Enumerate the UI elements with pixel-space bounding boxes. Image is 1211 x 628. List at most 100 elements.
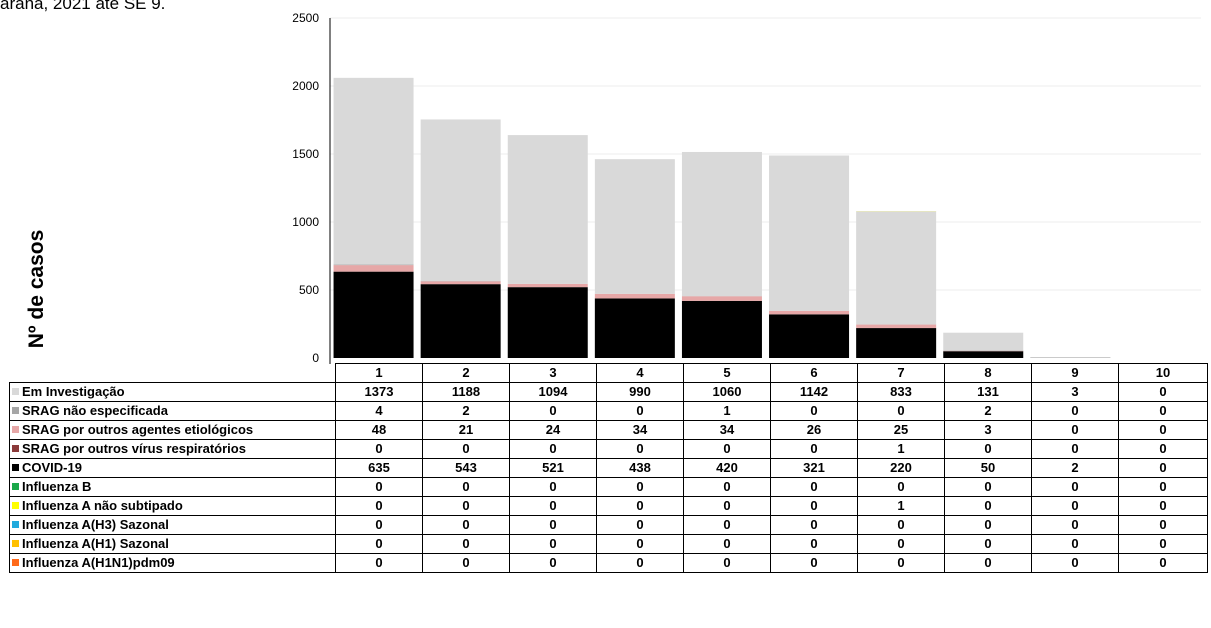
data-label: 0: [509, 496, 597, 516]
data-label: 0: [857, 477, 945, 497]
data-label: 0: [1118, 477, 1208, 497]
data-label: 543: [422, 458, 510, 478]
bar-segment-em-investiga-o-week-6: [769, 155, 850, 311]
data-label: 0: [422, 534, 510, 554]
legend-swatch: [12, 559, 19, 566]
table-row: SRAG por outros vírus respiratórios 0 0 0 0 0…: [9, 439, 1208, 459]
x-category-label-4: 4: [596, 363, 684, 383]
legend-label: COVID-19: [22, 460, 82, 475]
data-label: 48: [335, 420, 423, 440]
legend-entry: COVID-19: [9, 458, 336, 478]
x-category-label-6: 6: [770, 363, 858, 383]
data-label: 0: [944, 553, 1032, 573]
bar-segment-em-investiga-o-week-7: [856, 211, 937, 325]
bar-segment-em-investiga-o-week-5: [681, 151, 762, 297]
data-label: 0: [335, 496, 423, 516]
data-label: 0: [857, 534, 945, 554]
data-label: 0: [683, 515, 771, 535]
stacked-bar-chart: 0 500 1000 1500 2000 2500: [292, 11, 1201, 365]
data-label: 34: [596, 420, 684, 440]
legend-swatch: [12, 483, 19, 490]
data-label: 0: [422, 496, 510, 516]
table-row: Em Investigação 1373 1188 1094 990 1060 1142 83…: [9, 382, 1208, 402]
data-label: 26: [770, 420, 858, 440]
legend-label: SRAG não especificada: [22, 403, 168, 418]
bar-segment-srag-por-outros-agentes-etiol-gicos-week-1: [333, 265, 414, 272]
data-label: 0: [944, 496, 1032, 516]
data-label: 131: [944, 382, 1032, 402]
data-label: 0: [683, 553, 771, 573]
y-tick-label-1000: 1000: [292, 215, 319, 229]
data-label: 0: [1118, 382, 1208, 402]
y-tick-label-2000: 2000: [292, 79, 319, 93]
data-label: 0: [509, 439, 597, 459]
data-label: 0: [596, 515, 684, 535]
y-tick-label-500: 500: [299, 283, 319, 297]
data-label: 0: [683, 439, 771, 459]
data-label: 0: [770, 496, 858, 516]
table-corner: [9, 363, 336, 383]
data-label: 0: [422, 439, 510, 459]
data-label: 0: [335, 477, 423, 497]
table-row: COVID-19 635 543 521 438 420 321 220 50 2 0: [9, 458, 1208, 478]
table-row: SRAG por outros agentes etiológicos 48 21 2…: [9, 420, 1208, 440]
bar-segment-em-investiga-o-week-8: [943, 332, 1024, 351]
legend-swatch: [12, 407, 19, 414]
bar-segment-covid-19-week-8: [943, 351, 1024, 358]
data-label: 50: [944, 458, 1032, 478]
data-label: 2: [422, 401, 510, 421]
data-label: 438: [596, 458, 684, 478]
data-label: 0: [770, 515, 858, 535]
data-label: 0: [596, 496, 684, 516]
legend-entry: SRAG por outros vírus respiratórios: [9, 439, 336, 459]
legend-swatch: [12, 388, 19, 395]
bar-segment-srag-por-outros-agentes-etiol-gicos-week-6: [769, 310, 850, 315]
bar-segment-covid-19-week-3: [507, 287, 588, 358]
legend-label: Influenza A(H1) Sazonal: [22, 536, 169, 551]
bar-segment-srag-n-o-especificada-week-1: [333, 264, 414, 266]
data-label: 0: [1118, 496, 1208, 516]
data-label: 0: [422, 553, 510, 573]
bar-segment-covid-19-week-5: [681, 300, 762, 358]
data-label: 24: [509, 420, 597, 440]
bar-segment-srag-por-outros-agentes-etiol-gicos-week-2: [420, 281, 501, 285]
data-label: 0: [1118, 401, 1208, 421]
bar-segment-srag-por-outros-agentes-etiol-gicos-week-3: [507, 283, 588, 288]
x-category-label-2: 2: [422, 363, 510, 383]
bar-segment-covid-19-week-6: [769, 314, 850, 358]
bar-segment-covid-19-week-4: [594, 298, 675, 358]
data-label: 1188: [422, 382, 510, 402]
y-tick-label-0: 0: [312, 351, 319, 365]
table-row: Influenza A(H3) Sazonal 0 0 0 0 0 0 0 0 0 0: [9, 515, 1208, 535]
data-label: 0: [683, 477, 771, 497]
data-label: 0: [1118, 439, 1208, 459]
data-label: 0: [509, 477, 597, 497]
bar-segment-covid-19-week-1: [333, 271, 414, 358]
bar-segment-em-investiga-o-week-4: [594, 159, 675, 294]
data-table: 1 2 3 4 5 6 7 8 9 10 Em Investigação 1373 1188 1094 99…: [9, 363, 1208, 573]
legend-label: SRAG por outros vírus respiratórios: [22, 441, 246, 456]
data-label: 21: [422, 420, 510, 440]
table-row: Influenza A não subtipado 0 0 0 0 0 0 1 0 0 0: [9, 496, 1208, 516]
table-row: SRAG não especificada 4 2 0 0 1 0 0 2 0 0: [9, 401, 1208, 421]
bar-segment-em-investiga-o-week-3: [507, 135, 588, 284]
data-label: 0: [509, 534, 597, 554]
data-label: 1142: [770, 382, 858, 402]
data-label: 3: [1031, 382, 1119, 402]
data-label: 0: [857, 515, 945, 535]
legend-swatch: [12, 445, 19, 452]
data-label: 220: [857, 458, 945, 478]
data-label: 0: [770, 534, 858, 554]
bar-segment-srag-por-outros-agentes-etiol-gicos-week-7: [856, 324, 937, 328]
data-label: 635: [335, 458, 423, 478]
legend-label: Influenza A(H3) Sazonal: [22, 517, 169, 532]
bar-segment-em-investiga-o-week-2: [420, 119, 501, 282]
legend-entry: Influenza A não subtipado: [9, 496, 336, 516]
data-label: 0: [335, 515, 423, 535]
data-label: 0: [509, 515, 597, 535]
bar-segment-srag-por-outros-agentes-etiol-gicos-week-5: [681, 296, 762, 301]
bar-segment-covid-19-week-2: [420, 284, 501, 358]
data-label: 0: [770, 553, 858, 573]
data-label: 0: [770, 401, 858, 421]
x-category-label-10: 10: [1118, 363, 1208, 383]
